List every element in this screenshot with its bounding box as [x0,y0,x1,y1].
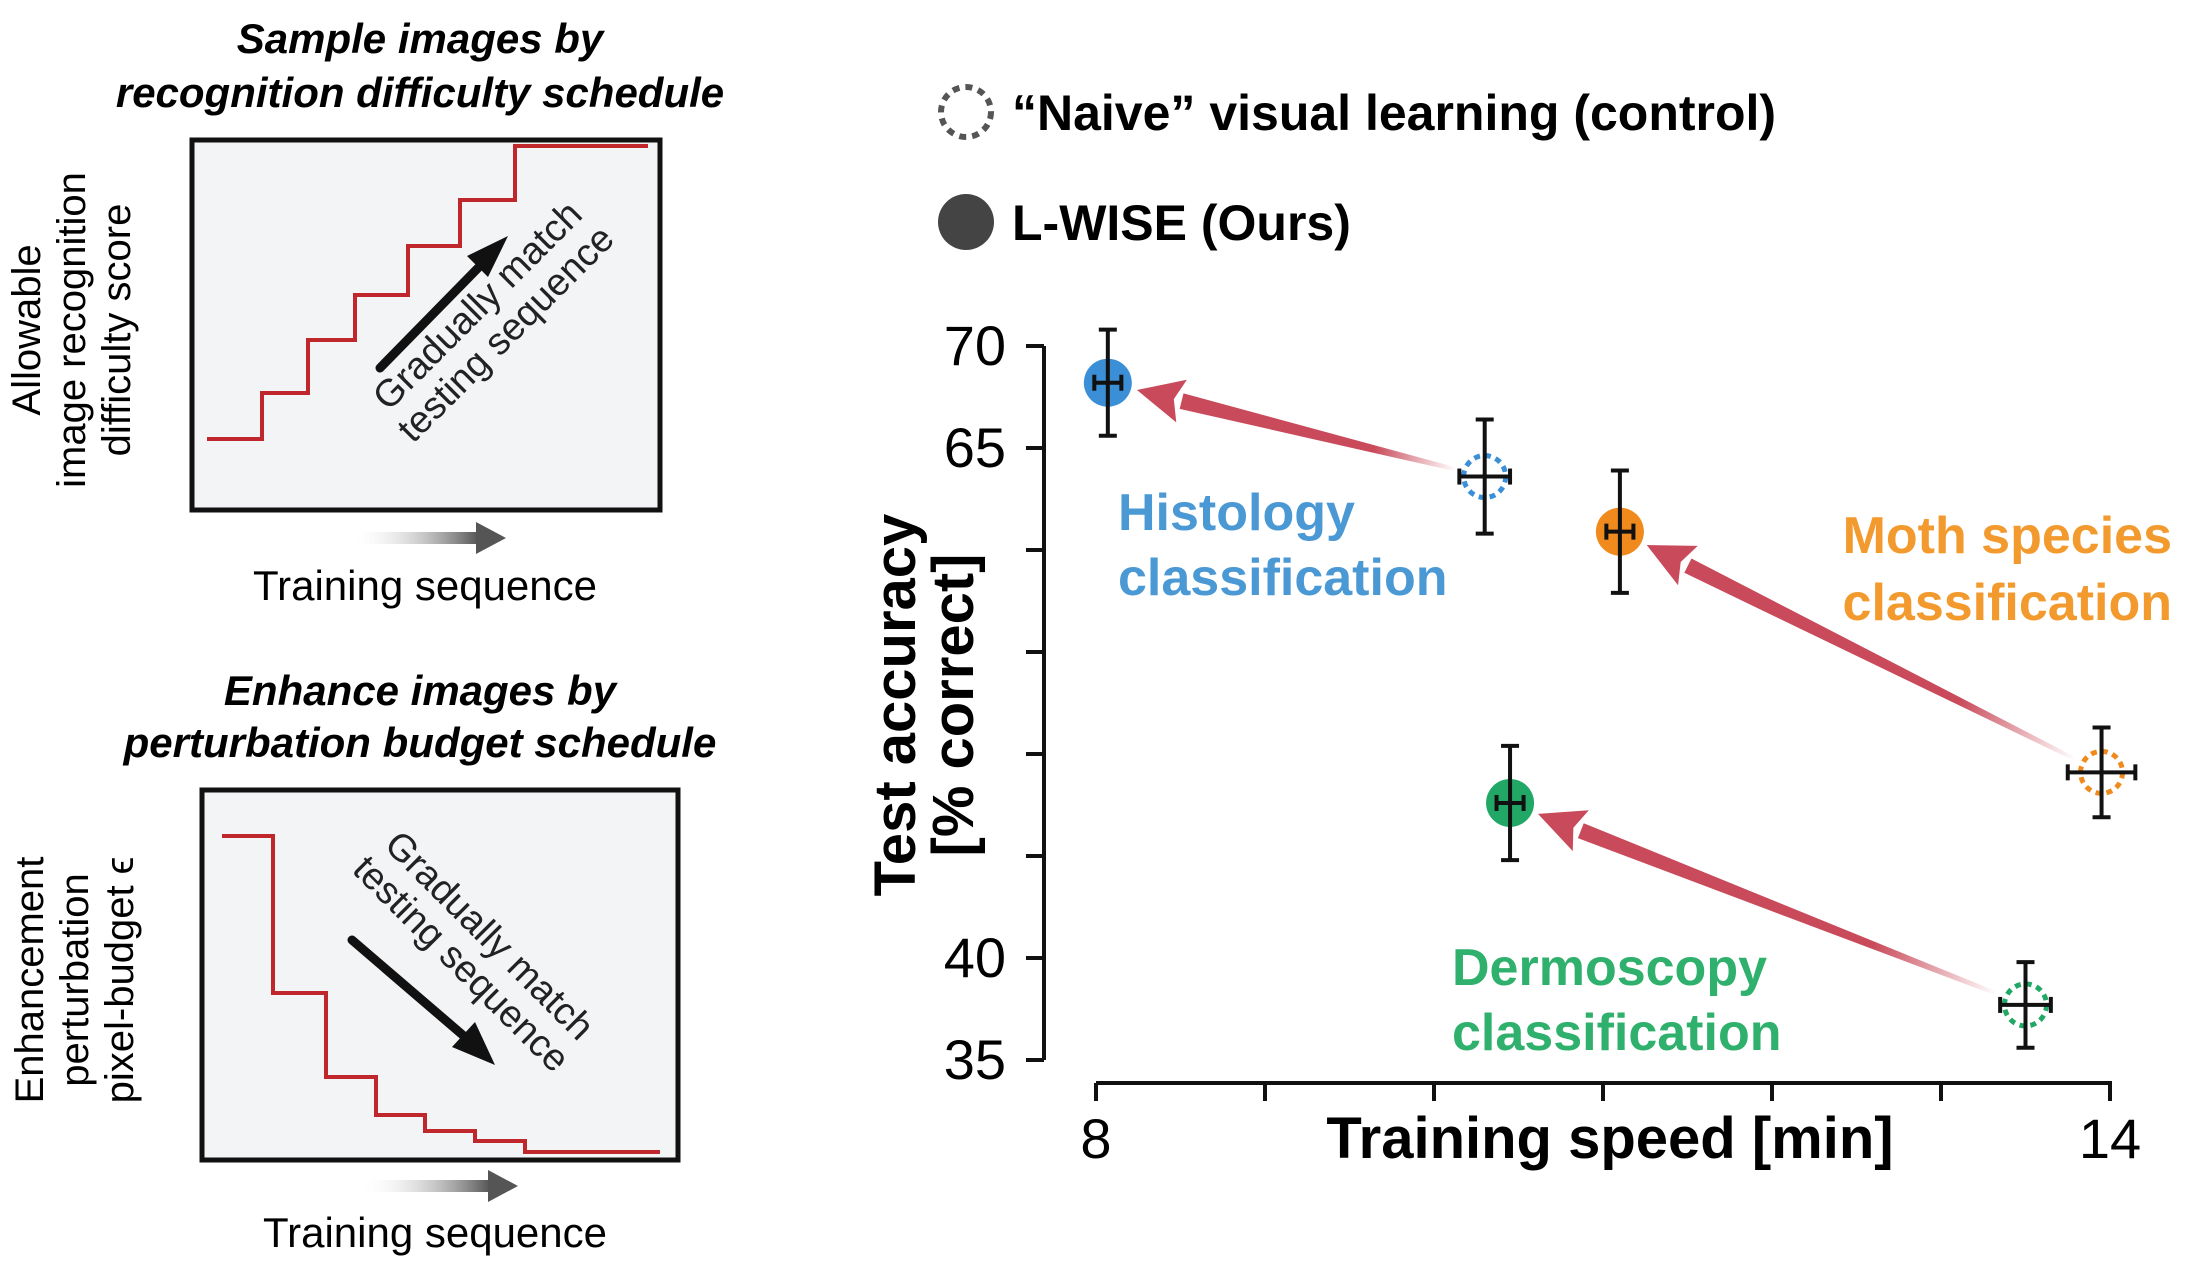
improvement-arrows [1136,379,2076,996]
panel-b-title-line2: perturbation budget schedule [123,719,717,766]
y-axis-label: Test accuracy [% correct] [863,514,986,897]
panel-a-xlabel: Training sequence [253,562,597,609]
x-ticks: 8 14 [1080,1083,2141,1170]
panel-b-xlabel: Training sequence [263,1209,607,1256]
difficulty-step-line [207,144,648,441]
x-tick-label: 8 [1080,1107,1111,1170]
panel-a-title-line2: recognition difficulty schedule [116,69,724,116]
x-axis-label: Training speed [min] [1326,1106,1893,1171]
x-tick-label: 14 [2079,1107,2141,1170]
y-axis-label-line1: Test accuracy [863,514,928,897]
panel-a-ylabel-line2: image recognition [50,172,94,488]
legend-naive-label: “Naive” visual learning (control) [1012,85,1776,141]
legend-naive-marker [938,84,994,140]
y-tick-label: 40 [944,926,1006,989]
dermoscopy-label-line1: Dermoscopy [1452,939,1767,997]
panel-b-arrow-head [452,1022,495,1065]
panel-difficulty-schedule: Sample images by recognition difficulty … [5,15,724,609]
data-points [1083,327,2138,1050]
y-ticks: 35 40 65 70 [944,314,1044,1091]
panel-a-ylabel: Allowable image recognition difficulty s… [5,172,139,488]
histology-label-line2: classification [1118,549,1447,607]
accuracy-speed-chart: “Naive” visual learning (control) L-WISE… [863,84,2172,1171]
perturbation-step-line [222,834,660,1154]
improvement-arrow-head [1537,810,1589,852]
y-tick-label: 70 [944,314,1006,377]
panel-b-xaxis-arrow-head [488,1170,518,1202]
y-axis-label-line2: [% correct] [921,554,986,857]
legend-lwise-label: L-WISE (Ours) [1012,195,1351,251]
panel-b-ylabel-line2: perturbation [53,873,97,1086]
improvement-arrow-head [1136,379,1187,423]
panel-a-arrow-head [467,236,508,277]
y-tick-label: 65 [944,416,1006,479]
panel-perturbation-schedule: Enhance images by perturbation budget sc… [8,667,716,1256]
y-tick-label: 35 [944,1028,1006,1091]
panel-b-title-line1: Enhance images by [224,667,619,714]
panel-a-ylabel-line1: Allowable [5,244,49,415]
legend: “Naive” visual learning (control) L-WISE… [938,84,1776,251]
histology-label-line1: Histology [1118,484,1355,542]
legend-lwise-marker [938,194,994,250]
dermoscopy-label-line2: classification [1452,1004,1781,1062]
improvement-arrow-shaft [1684,558,2076,761]
panel-b-ylabel: Enhancement perturbation pixel-budget ϵ [8,857,142,1104]
improvement-arrow-head [1646,545,1698,586]
panel-b-xaxis-arrow-shaft [360,1180,490,1192]
panel-a-title-line1: Sample images by [237,15,606,62]
panel-b-plot-box [199,787,681,1163]
improvement-arrow-shaft [1179,393,1457,472]
panel-b-ylabel-line1: Enhancement [8,857,52,1104]
panel-b-arrow-shaft [347,935,470,1042]
moth-label-line1: Moth species [1843,507,2172,565]
panel-a-xaxis-arrow-head [476,522,506,554]
panel-a-ylabel-line3: difficulty score [95,204,139,457]
panel-a-arrow-shaft [375,263,483,373]
panel-b-ylabel-line3: pixel-budget ϵ [98,857,142,1104]
improvement-arrow-shaft [1577,823,1999,996]
moth-label-line2: classification [1843,574,2172,632]
panel-a-xaxis-arrow-shaft [350,532,478,544]
